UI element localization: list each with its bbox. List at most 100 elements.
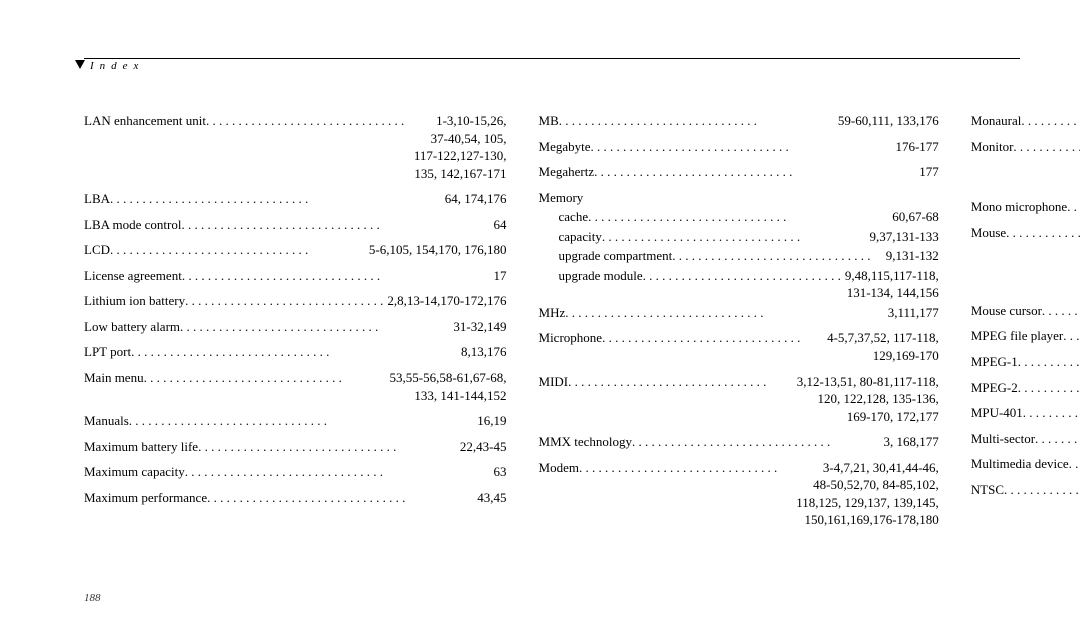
index-pages-cont: 135, 142,167-171 bbox=[84, 165, 507, 183]
index-term: LAN enhancement unit bbox=[84, 112, 206, 130]
index-term: Lithium ion battery bbox=[84, 292, 185, 310]
header-triangle-icon bbox=[75, 60, 85, 69]
leader-dots bbox=[206, 112, 432, 130]
index-term: Modem bbox=[539, 459, 579, 477]
index-term: MPEG file player bbox=[971, 327, 1063, 345]
index-pages: 1-3,10-15,26, bbox=[432, 112, 506, 130]
index-entry: LCD 5-6,105, 154,170, 176,180 bbox=[84, 241, 507, 259]
leader-dots bbox=[185, 292, 383, 310]
index-pages: 17 bbox=[490, 267, 507, 285]
leader-dots bbox=[591, 138, 892, 156]
index-pages-cont: 37-40,54, 105, bbox=[84, 130, 507, 148]
index-entry: Lithium ion battery 2,8,13-14,170-172,17… bbox=[84, 292, 507, 310]
index-entry: LPT port 8,13,176 bbox=[84, 343, 507, 361]
index-pages-cont: 139,143-144,169-170,172 bbox=[971, 276, 1080, 294]
index-term: capacity bbox=[539, 228, 602, 246]
leader-dots bbox=[568, 373, 793, 391]
index-entry: Mono microphone 4,7,118,129,170 bbox=[971, 198, 1080, 216]
index-entry: capacity 9,37,131-133 bbox=[539, 228, 939, 246]
leader-dots bbox=[110, 190, 441, 208]
index-term: LBA bbox=[84, 190, 110, 208]
index-pages: 59-60,111, 133,176 bbox=[834, 112, 939, 130]
leader-dots bbox=[198, 438, 456, 456]
index-entry: MPU-401 13,177 bbox=[971, 404, 1080, 422]
index-term: Maximum capacity bbox=[84, 463, 185, 481]
index-term: Megabyte bbox=[539, 138, 591, 156]
index-term: Main menu bbox=[84, 369, 144, 387]
index-entry: MPEG-1 4,169,177 bbox=[971, 353, 1080, 371]
leader-dots bbox=[185, 463, 490, 481]
index-entry: MHz 3,111,177 bbox=[539, 304, 939, 322]
index-term: MB bbox=[539, 112, 559, 130]
index-column: MB 59-60,111, 133,176Megabyte 176-177Meg… bbox=[539, 112, 939, 537]
index-pages: 16,19 bbox=[473, 412, 506, 430]
index-pages-cont: 48-50,52,70, 84-85,102, bbox=[539, 476, 939, 494]
index-pages-cont: 150,161,169,176-178,180 bbox=[539, 511, 939, 529]
index-term: Maximum performance bbox=[84, 489, 207, 507]
leader-dots bbox=[594, 163, 915, 181]
index-pages: 2,8,13-14,170-172,176 bbox=[383, 292, 506, 310]
index-pages: 64, 174,176 bbox=[441, 190, 507, 208]
index-pages: 53,55-56,58-61,67-68, bbox=[386, 369, 507, 387]
leader-dots bbox=[1013, 138, 1080, 156]
leader-dots bbox=[632, 433, 879, 451]
index-term: MHz bbox=[539, 304, 566, 322]
index-pages-cont: 129,169-170 bbox=[539, 347, 939, 365]
index-entry: upgrade compartment 9,131-132 bbox=[539, 247, 939, 265]
leader-dots bbox=[559, 112, 834, 130]
leader-dots bbox=[1035, 430, 1080, 448]
leader-dots bbox=[180, 318, 449, 336]
index-pages-cont: 131-134, 144,156 bbox=[539, 284, 939, 302]
index-term: Memory bbox=[539, 189, 939, 207]
index-pages: 22,43-45 bbox=[456, 438, 507, 456]
index-term: Mouse bbox=[971, 224, 1006, 242]
index-entry: NTSC 12, 118,122, 169-170,172,177 bbox=[971, 481, 1080, 516]
index-entry: MMX technology 3, 168,177 bbox=[539, 433, 939, 451]
index-entry: LBA 64, 174,176 bbox=[84, 190, 507, 208]
leader-dots bbox=[1069, 455, 1080, 473]
index-term: upgrade compartment bbox=[539, 247, 673, 265]
index-pages: 4-5,7,37,52, 117-118, bbox=[823, 329, 939, 347]
index-entry: Manuals 16,19 bbox=[84, 412, 507, 430]
leader-dots bbox=[1067, 198, 1080, 216]
index-pages: 3, 168,177 bbox=[880, 433, 939, 451]
index-entry: Megabyte 176-177 bbox=[539, 138, 939, 156]
index-pages: 9,48,115,117-118, bbox=[841, 267, 939, 285]
index-pages: 176-177 bbox=[891, 138, 938, 156]
index-pages: 9,37,131-133 bbox=[865, 228, 938, 246]
index-entry: cache 60,67-68 bbox=[539, 208, 939, 226]
index-pages: 3,12-13,51, 80-81,117-118, bbox=[793, 373, 939, 391]
index-entry: Mouse 3-4,8,12-13,32-34, 36,69-70,77-78,… bbox=[971, 224, 1080, 294]
index-entry: Multi-sector 64 bbox=[971, 430, 1080, 448]
index-entry: Mouse cursor 33,78 bbox=[971, 302, 1080, 320]
index-pages: 5-6,105, 154,170, 176,180 bbox=[365, 241, 507, 259]
leader-dots bbox=[1018, 379, 1080, 397]
index-pages-cont: 120, 122,128-129, 135-136, bbox=[971, 259, 1080, 277]
leader-dots bbox=[643, 267, 841, 285]
index-term: NTSC bbox=[971, 481, 1004, 499]
index-pages: 177 bbox=[915, 163, 939, 181]
index-term: MPU-401 bbox=[971, 404, 1023, 422]
index-term: MPEG-1 bbox=[971, 353, 1018, 371]
leader-dots bbox=[565, 304, 884, 322]
index-pages-cont: 153,155, 157,169-170, 172,180 bbox=[971, 173, 1080, 191]
index-pages: 64 bbox=[490, 216, 507, 234]
leader-dots bbox=[1063, 327, 1080, 345]
index-term: Megahertz bbox=[539, 163, 595, 181]
index-pages: 8,13,176 bbox=[457, 343, 507, 361]
index-term: Mono microphone bbox=[971, 198, 1067, 216]
index-term: MIDI bbox=[539, 373, 569, 391]
leader-dots bbox=[1006, 224, 1080, 242]
index-term: LCD bbox=[84, 241, 110, 259]
header-label: Index bbox=[90, 60, 144, 72]
index-term: Manuals bbox=[84, 412, 129, 430]
leader-dots bbox=[602, 329, 823, 347]
index-term: Maximum battery life bbox=[84, 438, 198, 456]
index-pages: 60,67-68 bbox=[888, 208, 939, 226]
index-pages-cont: 172,177 bbox=[971, 498, 1080, 516]
leader-dots bbox=[129, 412, 473, 430]
leader-dots bbox=[1018, 353, 1080, 371]
index-pages: 3-4,7,21, 30,41,44-46, bbox=[819, 459, 939, 477]
index-term: Microphone bbox=[539, 329, 603, 347]
index-entry: Megahertz 177 bbox=[539, 163, 939, 181]
